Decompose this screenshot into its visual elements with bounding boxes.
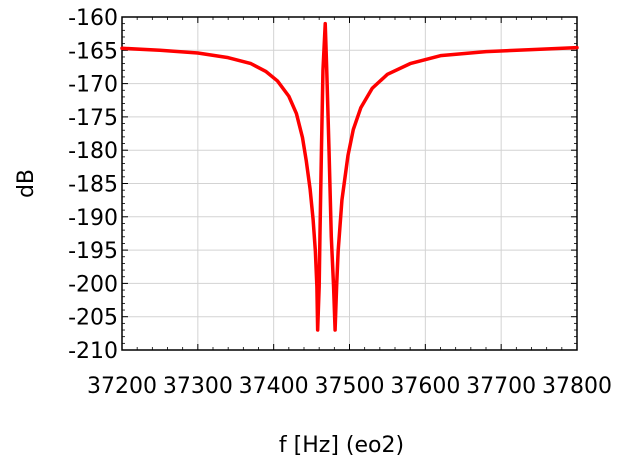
y-tick-label: -205 [68,306,118,331]
x-tick-label: 37200 [87,374,157,399]
y-tick-labels: -160 -165 -170 -175 -180 -185 -190 -195 -200 -205… [68,6,118,364]
y-tick-label: -180 [68,139,118,164]
grid-lines [121,16,578,351]
series-line [120,21,579,332]
y-tick-label: -185 [68,173,118,198]
y-tick-label: -165 [68,39,118,64]
x-tick-label: 37800 [542,374,612,399]
y-tick-label: -195 [68,239,118,264]
y-tick-label: -210 [68,339,118,364]
y-axis-label: dB [14,169,39,198]
x-tick-label: 37500 [315,374,385,399]
y-tick-label: -200 [68,272,118,297]
x-tick-labels: 37200 37300 37400 37500 37600 37700 37800 [87,374,612,399]
x-tick-label: 37600 [390,374,460,399]
y-tick-label: -170 [68,73,118,98]
x-tick-label: 37300 [163,374,233,399]
axis-ticks [121,16,578,351]
x-tick-label: 37700 [466,374,536,399]
y-tick-label: -175 [68,106,118,131]
y-tick-label: -160 [68,6,118,31]
x-tick-label: 37400 [239,374,309,399]
y-tick-label: -190 [68,206,118,231]
series-group [120,21,579,332]
x-axis-label: f [Hz] (eo2) [279,433,404,458]
